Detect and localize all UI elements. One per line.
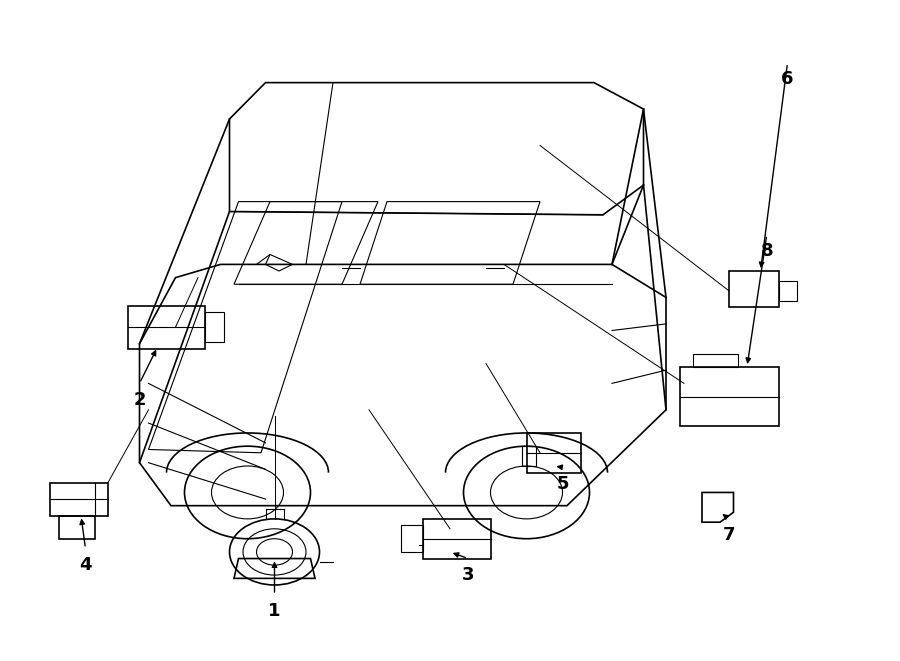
- Bar: [693, 354, 738, 367]
- Text: 1: 1: [268, 602, 281, 621]
- Bar: [205, 312, 224, 342]
- Text: 6: 6: [781, 70, 794, 89]
- Bar: [680, 367, 778, 426]
- Text: 7: 7: [723, 526, 735, 545]
- Bar: [58, 516, 94, 539]
- Text: 3: 3: [462, 566, 474, 584]
- Text: 2: 2: [133, 391, 146, 409]
- Bar: [128, 305, 205, 348]
- Bar: [400, 525, 423, 552]
- Text: 5: 5: [556, 475, 569, 493]
- Bar: [778, 281, 796, 301]
- Bar: [522, 446, 536, 466]
- Bar: [50, 483, 108, 516]
- Text: 4: 4: [79, 556, 92, 574]
- Text: 8: 8: [760, 242, 773, 260]
